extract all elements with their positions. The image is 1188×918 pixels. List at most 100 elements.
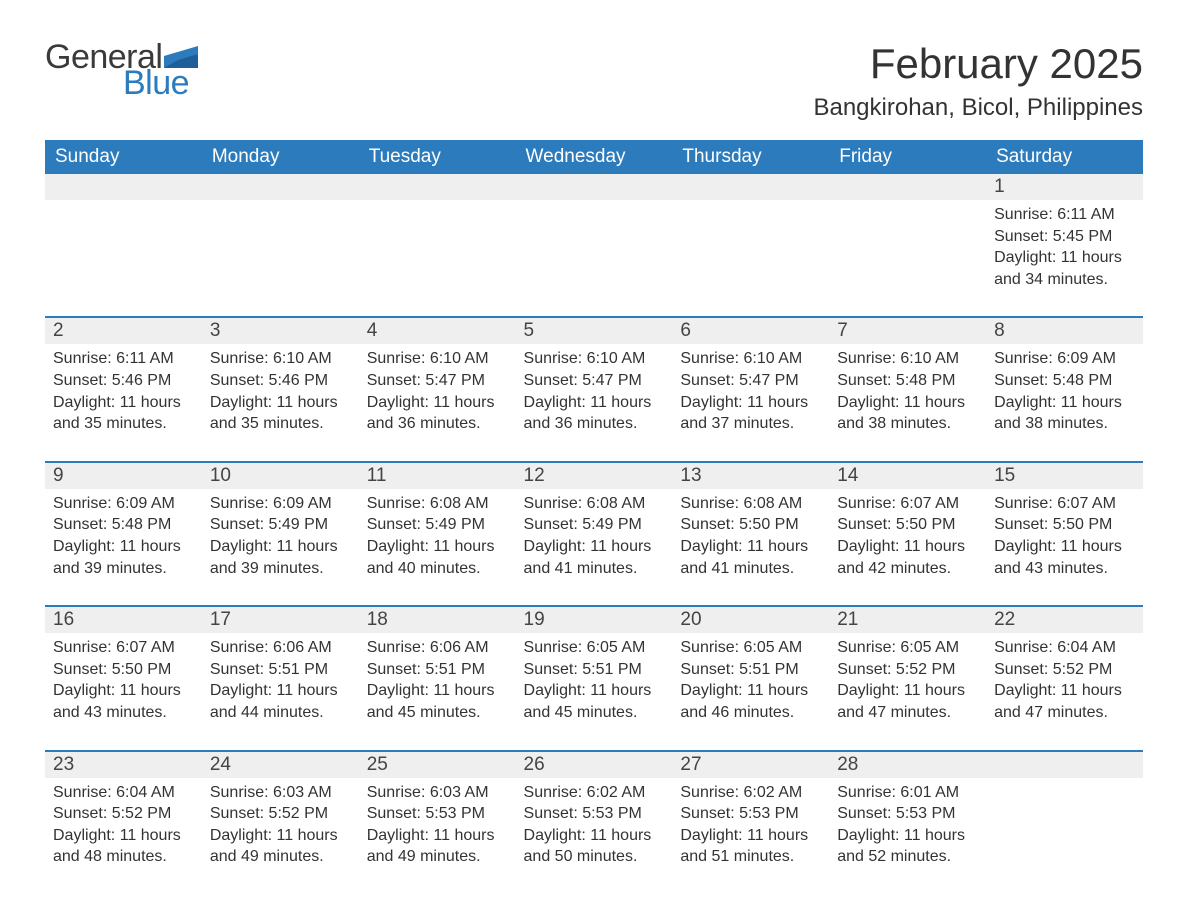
day-detail-cell: Sunrise: 6:11 AMSunset: 5:45 PMDaylight:…	[986, 200, 1143, 317]
daynum-row: 16171819202122	[45, 607, 1143, 633]
detail-row: Sunrise: 6:07 AMSunset: 5:50 PMDaylight:…	[45, 633, 1143, 750]
sunrise-text: Sunrise: 6:09 AM	[53, 493, 194, 515]
sunrise-text: Sunrise: 6:03 AM	[367, 782, 508, 804]
day-number-cell: 3	[202, 318, 359, 344]
day-number-cell: 13	[672, 463, 829, 489]
sunset-text: Sunset: 5:50 PM	[837, 514, 978, 536]
page-header: General Blue February 2025 Bangkirohan, …	[45, 40, 1143, 122]
daylight-text: Daylight: 11 hours and 44 minutes.	[210, 680, 351, 723]
sunrise-text: Sunrise: 6:09 AM	[994, 348, 1135, 370]
day-detail-cell: Sunrise: 6:11 AMSunset: 5:46 PMDaylight:…	[45, 344, 202, 461]
sunset-text: Sunset: 5:47 PM	[680, 370, 821, 392]
day-number-cell: 27	[672, 752, 829, 778]
daynum-row: 2345678	[45, 318, 1143, 344]
daynum-row: 232425262728	[45, 752, 1143, 778]
day-header-saturday: Saturday	[986, 140, 1143, 174]
sunset-text: Sunset: 5:52 PM	[210, 803, 351, 825]
daylight-text: Daylight: 11 hours and 51 minutes.	[680, 825, 821, 868]
day-detail-cell: Sunrise: 6:03 AMSunset: 5:53 PMDaylight:…	[359, 778, 516, 876]
sunset-text: Sunset: 5:53 PM	[524, 803, 665, 825]
sunrise-text: Sunrise: 6:10 AM	[680, 348, 821, 370]
sunrise-text: Sunrise: 6:10 AM	[210, 348, 351, 370]
sunset-text: Sunset: 5:48 PM	[994, 370, 1135, 392]
detail-row: Sunrise: 6:09 AMSunset: 5:48 PMDaylight:…	[45, 489, 1143, 606]
sunrise-text: Sunrise: 6:09 AM	[210, 493, 351, 515]
sunrise-text: Sunrise: 6:04 AM	[53, 782, 194, 804]
day-detail-cell: Sunrise: 6:03 AMSunset: 5:52 PMDaylight:…	[202, 778, 359, 876]
sunset-text: Sunset: 5:50 PM	[680, 514, 821, 536]
daylight-text: Daylight: 11 hours and 38 minutes.	[994, 392, 1135, 435]
sunset-text: Sunset: 5:49 PM	[210, 514, 351, 536]
daylight-text: Daylight: 11 hours and 36 minutes.	[524, 392, 665, 435]
sunrise-text: Sunrise: 6:07 AM	[53, 637, 194, 659]
sunrise-text: Sunrise: 6:08 AM	[680, 493, 821, 515]
daylight-text: Daylight: 11 hours and 43 minutes.	[53, 680, 194, 723]
day-detail-cell	[829, 200, 986, 317]
day-detail-cell: Sunrise: 6:06 AMSunset: 5:51 PMDaylight:…	[359, 633, 516, 750]
daylight-text: Daylight: 11 hours and 34 minutes.	[994, 247, 1135, 290]
day-detail-cell: Sunrise: 6:10 AMSunset: 5:48 PMDaylight:…	[829, 344, 986, 461]
day-detail-cell	[359, 200, 516, 317]
daylight-text: Daylight: 11 hours and 49 minutes.	[367, 825, 508, 868]
sunrise-text: Sunrise: 6:08 AM	[367, 493, 508, 515]
day-number-cell: 11	[359, 463, 516, 489]
sunrise-text: Sunrise: 6:11 AM	[994, 204, 1135, 226]
daylight-text: Daylight: 11 hours and 39 minutes.	[210, 536, 351, 579]
day-number-cell: 21	[829, 607, 986, 633]
day-number-cell: 18	[359, 607, 516, 633]
sunrise-text: Sunrise: 6:03 AM	[210, 782, 351, 804]
sunrise-text: Sunrise: 6:06 AM	[210, 637, 351, 659]
daynum-row: 9101112131415	[45, 463, 1143, 489]
daylight-text: Daylight: 11 hours and 46 minutes.	[680, 680, 821, 723]
day-detail-cell: Sunrise: 6:05 AMSunset: 5:51 PMDaylight:…	[672, 633, 829, 750]
day-header-friday: Friday	[829, 140, 986, 174]
day-detail-cell: Sunrise: 6:08 AMSunset: 5:49 PMDaylight:…	[516, 489, 673, 606]
title-block: February 2025 Bangkirohan, Bicol, Philip…	[813, 40, 1143, 122]
day-number-cell: 17	[202, 607, 359, 633]
sunset-text: Sunset: 5:49 PM	[367, 514, 508, 536]
daylight-text: Daylight: 11 hours and 45 minutes.	[367, 680, 508, 723]
day-number-cell: 28	[829, 752, 986, 778]
daylight-text: Daylight: 11 hours and 43 minutes.	[994, 536, 1135, 579]
sunset-text: Sunset: 5:48 PM	[837, 370, 978, 392]
sunset-text: Sunset: 5:51 PM	[210, 659, 351, 681]
sunset-text: Sunset: 5:47 PM	[524, 370, 665, 392]
day-detail-cell: Sunrise: 6:09 AMSunset: 5:48 PMDaylight:…	[45, 489, 202, 606]
day-number-cell: 12	[516, 463, 673, 489]
sunrise-text: Sunrise: 6:05 AM	[524, 637, 665, 659]
logo: General Blue	[45, 40, 198, 100]
sunrise-text: Sunrise: 6:05 AM	[837, 637, 978, 659]
day-number-cell: 4	[359, 318, 516, 344]
day-header-row: SundayMondayTuesdayWednesdayThursdayFrid…	[45, 140, 1143, 174]
sunset-text: Sunset: 5:51 PM	[524, 659, 665, 681]
sunrise-text: Sunrise: 6:11 AM	[53, 348, 194, 370]
sunrise-text: Sunrise: 6:10 AM	[524, 348, 665, 370]
day-number-cell: 23	[45, 752, 202, 778]
daynum-row: 1	[45, 174, 1143, 200]
day-detail-cell: Sunrise: 6:02 AMSunset: 5:53 PMDaylight:…	[672, 778, 829, 876]
day-number-cell: 19	[516, 607, 673, 633]
day-detail-cell: Sunrise: 6:09 AMSunset: 5:48 PMDaylight:…	[986, 344, 1143, 461]
sunset-text: Sunset: 5:50 PM	[53, 659, 194, 681]
daylight-text: Daylight: 11 hours and 42 minutes.	[837, 536, 978, 579]
day-detail-cell	[202, 200, 359, 317]
sunrise-text: Sunrise: 6:02 AM	[680, 782, 821, 804]
day-detail-cell: Sunrise: 6:07 AMSunset: 5:50 PMDaylight:…	[45, 633, 202, 750]
calendar-table: SundayMondayTuesdayWednesdayThursdayFrid…	[45, 140, 1143, 876]
day-detail-cell	[45, 200, 202, 317]
daylight-text: Daylight: 11 hours and 40 minutes.	[367, 536, 508, 579]
day-detail-cell: Sunrise: 6:04 AMSunset: 5:52 PMDaylight:…	[45, 778, 202, 876]
daylight-text: Daylight: 11 hours and 39 minutes.	[53, 536, 194, 579]
day-header-wednesday: Wednesday	[516, 140, 673, 174]
day-number-cell: 22	[986, 607, 1143, 633]
daylight-text: Daylight: 11 hours and 47 minutes.	[994, 680, 1135, 723]
day-detail-cell: Sunrise: 6:09 AMSunset: 5:49 PMDaylight:…	[202, 489, 359, 606]
sunset-text: Sunset: 5:53 PM	[367, 803, 508, 825]
logo-text-blue: Blue	[123, 66, 198, 100]
day-detail-cell	[672, 200, 829, 317]
day-number-cell: 7	[829, 318, 986, 344]
day-detail-cell: Sunrise: 6:08 AMSunset: 5:49 PMDaylight:…	[359, 489, 516, 606]
day-header-thursday: Thursday	[672, 140, 829, 174]
day-number-cell: 9	[45, 463, 202, 489]
day-number-cell: 1	[986, 174, 1143, 200]
